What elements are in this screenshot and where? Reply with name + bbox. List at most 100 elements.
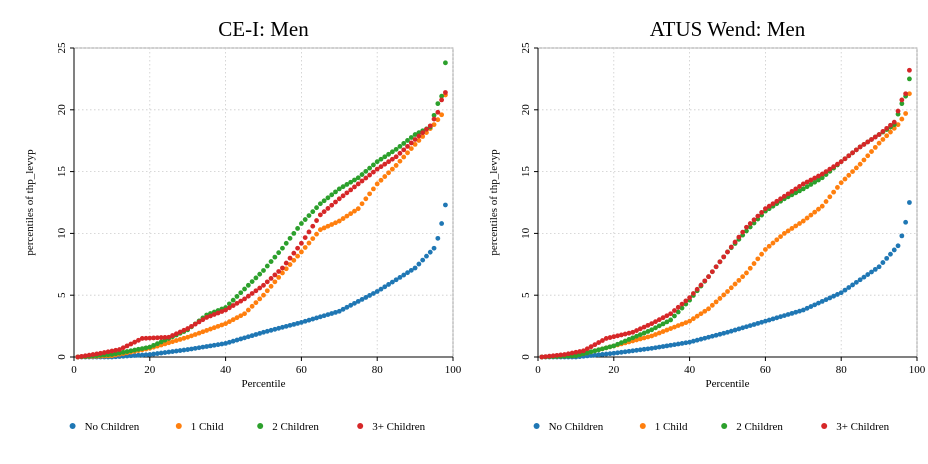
y-tick-label: 25 [520, 42, 532, 54]
data-point [352, 177, 357, 183]
data-point [618, 349, 624, 355]
data-point [861, 157, 867, 163]
data-point [238, 298, 244, 304]
legend: No Children 1 Child 2 Children 3+ Children [69, 421, 426, 433]
data-point [128, 348, 134, 354]
data-point [435, 109, 441, 115]
data-point [405, 150, 410, 156]
data-point [412, 265, 418, 271]
y-axis-label: percentiles of thp_levyp [488, 149, 500, 256]
data-points [539, 67, 912, 360]
data-point [569, 350, 575, 356]
data-point [622, 338, 628, 344]
data-point [816, 300, 821, 306]
data-point [306, 240, 312, 246]
data-point [420, 257, 426, 263]
data-point [755, 213, 761, 219]
data-point [170, 339, 175, 345]
chart-panel-right: ATUS Wend: Men 0 20 40 60 80 100 0 5 10 15 20 25 Perc… [464, 0, 928, 464]
data-point [869, 269, 874, 275]
data-point [181, 347, 187, 353]
data-point [880, 260, 886, 265]
data-point [443, 90, 448, 95]
data-point [325, 223, 331, 229]
data-point [789, 188, 795, 194]
data-point [242, 296, 247, 302]
data-point [763, 247, 768, 252]
y-tick-label: 0 [520, 354, 532, 360]
data-point [329, 311, 335, 316]
data-point [770, 201, 776, 207]
data-point [344, 304, 350, 310]
data-point [386, 282, 391, 287]
data-point [299, 249, 304, 255]
data-point [709, 333, 715, 339]
data-point [378, 177, 384, 183]
data-point [245, 293, 251, 299]
data-point [615, 341, 620, 347]
data-point [588, 349, 594, 355]
data-point [408, 135, 414, 140]
data-point [702, 335, 708, 341]
data-point [287, 235, 293, 241]
data-point [310, 236, 316, 241]
data-point [124, 349, 130, 354]
x-tick-label: 20 [608, 364, 620, 376]
legend-label: 1 Child [191, 421, 224, 433]
data-point [698, 311, 704, 317]
data-point [185, 334, 191, 340]
data-point [264, 279, 270, 285]
data-point [884, 133, 890, 139]
plot-area [537, 47, 918, 358]
data-point [405, 143, 410, 149]
data-point [416, 138, 422, 143]
data-point [675, 304, 681, 310]
data-point [113, 347, 119, 353]
data-point [865, 139, 871, 145]
data-point [117, 350, 122, 356]
data-point [721, 330, 727, 336]
x-axis-label: Percentile [706, 378, 750, 390]
data-point [675, 323, 681, 329]
data-point [359, 201, 365, 207]
data-point [219, 322, 225, 328]
legend-marker [357, 423, 364, 429]
data-point [416, 133, 422, 139]
data-point [793, 190, 799, 196]
chart-title: ATUS Wend: Men [650, 17, 806, 41]
data-point [872, 266, 878, 272]
data-point [899, 97, 905, 103]
data-point [200, 317, 206, 323]
data-point [439, 112, 445, 118]
data-point [325, 206, 331, 211]
data-point [774, 237, 780, 243]
data-point [208, 326, 213, 332]
data-point [162, 350, 168, 355]
data-point [656, 330, 662, 336]
data-point [261, 282, 266, 288]
data-point [747, 224, 753, 230]
data-point [336, 196, 342, 202]
data-point [139, 352, 145, 358]
data-point [374, 289, 380, 294]
data-point [117, 347, 122, 352]
data-point [215, 323, 221, 329]
data-point [344, 190, 350, 196]
data-point [272, 279, 278, 285]
data-point [299, 221, 304, 226]
data-point [196, 330, 202, 336]
data-point [600, 346, 605, 352]
data-point [823, 199, 829, 204]
y-tick-label: 10 [56, 227, 68, 239]
data-point [336, 218, 342, 224]
data-point [785, 228, 791, 234]
data-point [683, 298, 689, 304]
data-point [713, 264, 719, 270]
data-point [314, 231, 319, 237]
data-point [888, 122, 893, 128]
plot-area [73, 47, 454, 358]
data-point [120, 349, 126, 355]
data-point [427, 123, 433, 129]
data-point [276, 325, 282, 331]
data-point [287, 262, 293, 267]
